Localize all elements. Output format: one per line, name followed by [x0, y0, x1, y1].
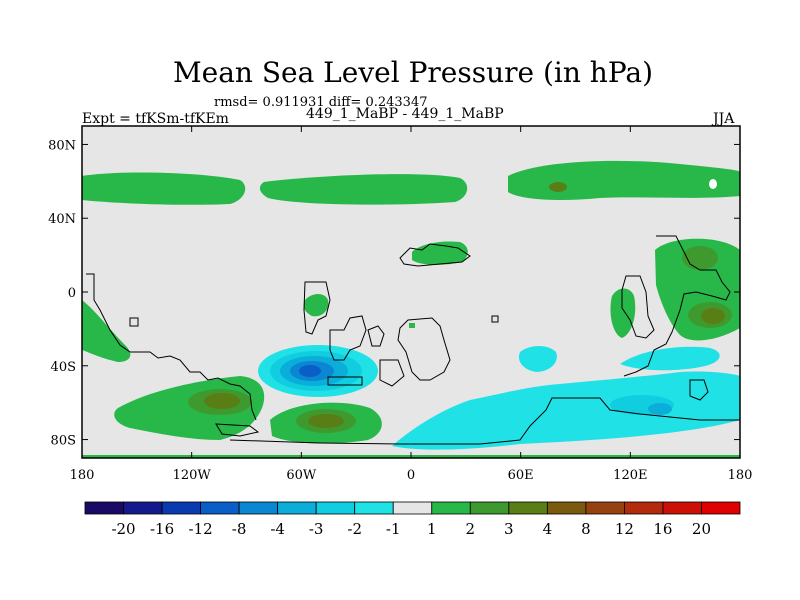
colorbar-swatch [84, 501, 124, 515]
colorbar-swatch [123, 501, 163, 515]
coastline [367, 325, 385, 347]
colorbar: -20 -16 -12 -8 -4 -3 -2 -1 1 2 3 4 8 12 16 20 [84, 501, 741, 538]
stats-label: rmsd= 0.911931 diff= 0.243347 [214, 95, 428, 110]
coastline [491, 315, 499, 323]
colorbar-label: -1 [386, 520, 401, 538]
colorbar-swatch [238, 501, 279, 515]
x-tick-label: 60W [286, 468, 317, 483]
colorbar-swatch [200, 501, 240, 515]
colorbar-label: -8 [232, 520, 247, 538]
field-region [508, 160, 740, 200]
x-tick-label: 60E [508, 468, 534, 483]
coastline [229, 397, 740, 445]
coastline [621, 275, 655, 339]
colorbar-label: 4 [543, 520, 553, 538]
y-tick-label: 0 [68, 286, 76, 301]
colorbar-swatch [431, 501, 471, 515]
colorbar-swatch [701, 501, 741, 515]
colorbar-label: 12 [615, 520, 634, 538]
colorbar-swatch [354, 501, 394, 515]
experiment-label: Expt = tfKSm-tfKEm [82, 111, 229, 127]
field-region [259, 174, 468, 205]
colorbar-swatch [662, 501, 702, 515]
y-tick-label: 40N [48, 212, 76, 227]
colorbar-label: 20 [692, 520, 711, 538]
colorbar-label: -3 [309, 520, 324, 538]
x-tick-label: 0 [407, 468, 415, 483]
coastline [329, 315, 367, 361]
colorbar-swatch [469, 501, 510, 515]
colorbar-label: -16 [150, 520, 174, 538]
case-label: 449_1_MaBP - 449_1_MaBP [306, 106, 504, 122]
coastline [397, 317, 451, 381]
coastline [379, 359, 405, 387]
colorbar-label: 3 [504, 520, 514, 538]
x-tick-label: 120E [613, 468, 647, 483]
coastline [129, 317, 139, 327]
coastlines [86, 235, 740, 445]
field-region [701, 308, 725, 324]
colorbar-label: -4 [270, 520, 285, 538]
y-tick-label: 80N [48, 138, 76, 153]
x-tick-label: 120W [173, 468, 212, 483]
colorbar-label: 16 [653, 520, 672, 538]
field-region [409, 323, 415, 328]
axes: 180 120W 60W 0 60E 120E 180 80N 40N 0 40S 80S [48, 126, 752, 483]
field-region [610, 288, 636, 338]
field-region [82, 300, 131, 362]
colorbar-label: -20 [111, 520, 135, 538]
y-tick-label: 40S [51, 360, 76, 375]
colorbar-swatch [277, 501, 317, 515]
coastline [86, 273, 257, 421]
coastline [689, 379, 709, 401]
colorbar-swatch [624, 501, 664, 515]
field-region [82, 172, 246, 205]
coastline [399, 243, 471, 267]
field-region [308, 414, 344, 428]
colorbar-swatch [392, 501, 433, 515]
colorbar-label: 1 [427, 520, 437, 538]
colorbar-swatch [546, 501, 587, 515]
colorbar-swatch [585, 501, 625, 515]
coastline [303, 281, 331, 335]
colorbar-label: 2 [466, 520, 476, 538]
field-region [204, 393, 240, 409]
colorbar-label: -2 [347, 520, 362, 538]
field-region [682, 246, 718, 270]
coastline [327, 376, 363, 386]
coastline [623, 235, 731, 377]
field-region [709, 179, 717, 189]
field-region [299, 365, 321, 377]
field-region [620, 346, 720, 371]
field-region [648, 403, 672, 415]
colorbar-swatch [161, 501, 201, 515]
field-region [303, 294, 329, 317]
field-region [518, 346, 557, 372]
chart-title: Mean Sea Level Pressure (in hPa) [172, 56, 654, 89]
colorbar-label: -12 [189, 520, 213, 538]
season-label: JJA [713, 111, 735, 127]
colorbar-swatch [508, 501, 548, 515]
colorbar-label: 8 [581, 520, 591, 538]
colorbar-swatch [315, 501, 356, 515]
field-region [549, 182, 567, 192]
coastline [215, 423, 260, 437]
field-region [392, 371, 740, 450]
y-tick-label: 80S [51, 434, 76, 449]
x-tick-label: 180 [70, 468, 95, 483]
x-tick-label: 180 [728, 468, 753, 483]
